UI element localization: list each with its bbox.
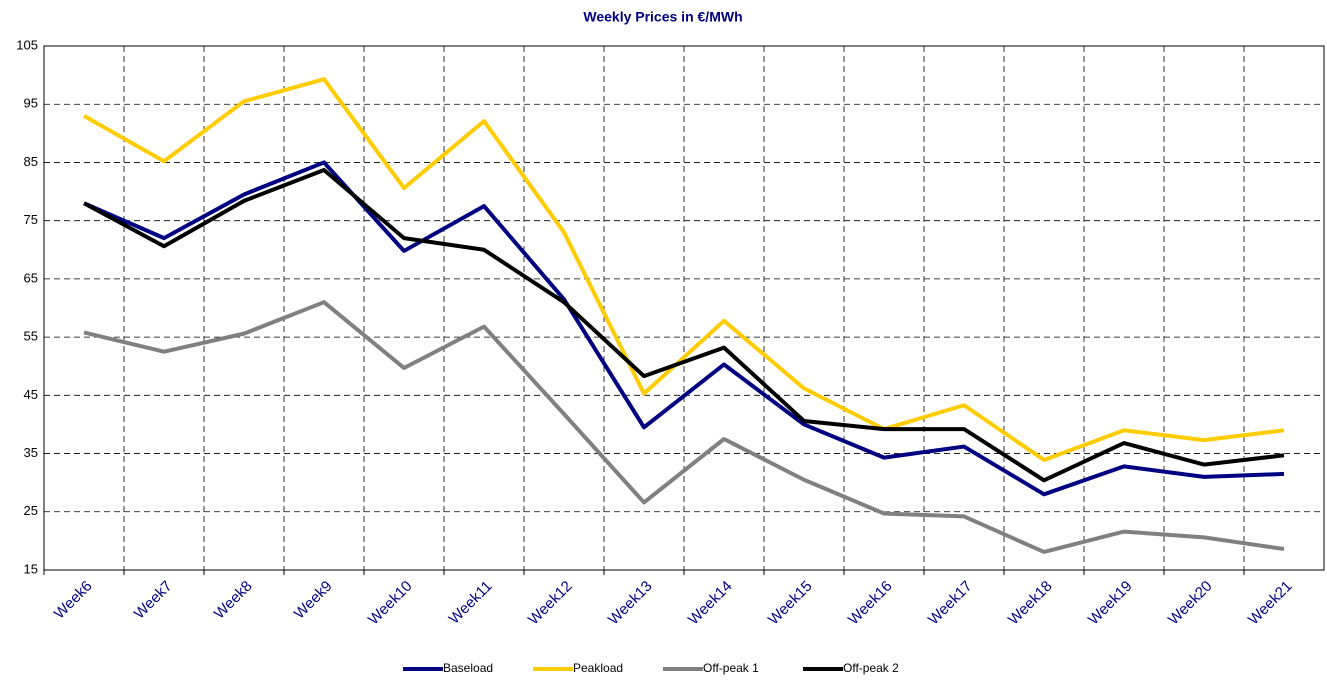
x-tick-label: Week18	[1005, 578, 1056, 629]
x-tick-label: Week8	[211, 578, 256, 623]
series-line	[83, 160, 1285, 497]
x-tick-label: Week17	[925, 578, 976, 629]
x-tick-label: Week6	[51, 578, 96, 623]
x-tick-label: Week21	[1245, 578, 1296, 629]
y-tick-label: 85	[24, 154, 38, 169]
x-tick-label: Week16	[845, 578, 896, 629]
chart-title: Weekly Prices in €/MWh	[583, 9, 742, 25]
x-tick-label: Week14	[685, 578, 736, 629]
legend-label: Peakload	[573, 661, 623, 675]
x-tick-label: Week13	[605, 578, 656, 629]
y-tick-label: 105	[16, 37, 38, 52]
y-tick-label: 55	[24, 329, 38, 344]
y-tick-label: 65	[24, 270, 38, 285]
legend-label: Baseload	[443, 661, 493, 675]
x-tick-label: Week20	[1165, 578, 1216, 629]
x-tick-label: Week15	[765, 578, 816, 629]
x-tick-label: Week11	[446, 578, 496, 628]
y-tick-label: 35	[24, 445, 38, 460]
y-tick-label: 75	[24, 212, 38, 227]
series-line	[83, 168, 1285, 483]
x-tick-label: Week9	[291, 578, 336, 623]
x-tick-label: Week12	[525, 578, 576, 629]
series-line	[83, 77, 1285, 462]
legend-label: Off-peak 1	[703, 661, 759, 675]
legend-label: Off-peak 2	[843, 661, 899, 675]
y-tick-label: 25	[24, 503, 38, 518]
series-line	[83, 300, 1285, 554]
y-tick-label: 95	[24, 96, 38, 111]
y-tick-label: 45	[24, 387, 38, 402]
x-tick-label: Week19	[1085, 578, 1136, 629]
x-tick-label: Week7	[131, 578, 176, 623]
y-tick-label: 15	[24, 561, 38, 576]
x-tick-label: Week10	[365, 578, 416, 629]
